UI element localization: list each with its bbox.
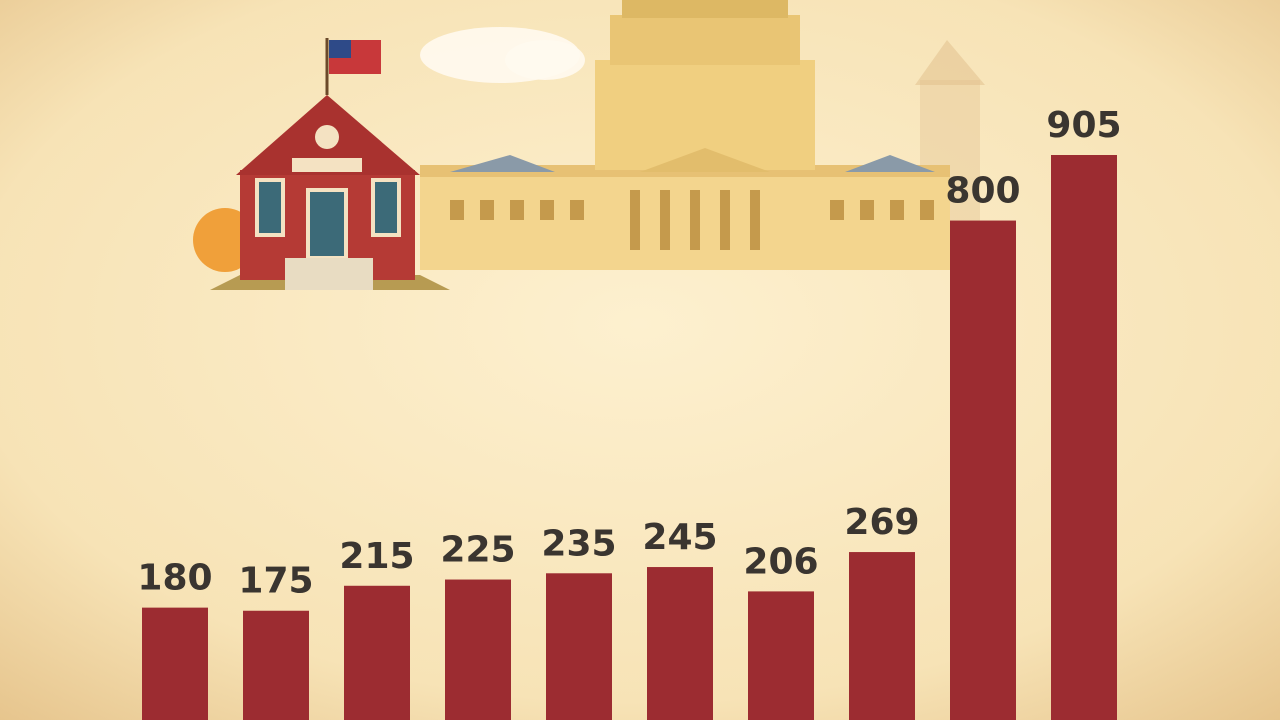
value-label: 180 — [137, 558, 212, 599]
bar — [849, 552, 915, 720]
bar — [445, 579, 511, 720]
bar — [950, 220, 1016, 720]
value-label: 905 — [1046, 105, 1121, 146]
bar — [142, 607, 208, 720]
value-label: 800 — [945, 171, 1020, 212]
bar — [748, 591, 814, 720]
value-label: 269 — [844, 502, 919, 543]
bar — [344, 585, 410, 720]
illustration — [193, 0, 985, 290]
value-label: 215 — [339, 536, 414, 577]
bar — [546, 573, 612, 720]
bar — [1051, 155, 1117, 720]
value-label: 175 — [238, 561, 313, 602]
value-label: 235 — [541, 523, 616, 564]
value-label: 225 — [440, 530, 515, 571]
bar — [647, 567, 713, 720]
bars: 180 175 215 225 235 245 206 269 800 905 — [137, 105, 1122, 720]
bar — [243, 610, 309, 720]
value-label: 206 — [743, 541, 818, 582]
value-label: 245 — [642, 517, 717, 558]
